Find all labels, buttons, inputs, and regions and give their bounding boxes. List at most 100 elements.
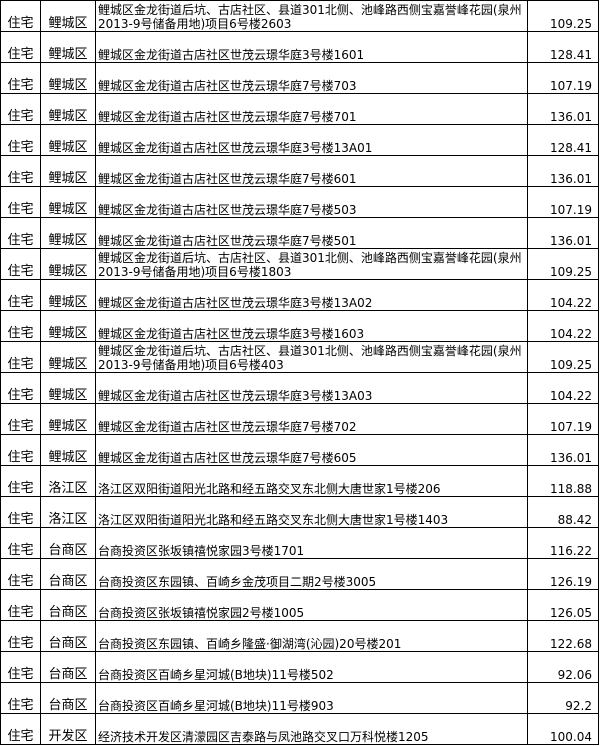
area: 104.22 bbox=[527, 279, 599, 311]
address: 鲤城区金龙街道古店社区世茂云璟华庭3号楼13A01 bbox=[95, 124, 528, 156]
property-type: 住宅 bbox=[0, 31, 41, 63]
area: 109.25 bbox=[527, 248, 599, 280]
address: 鲤城区金龙街道古店社区世茂云璟华庭7号楼702 bbox=[95, 403, 528, 435]
address: 鲤城区金龙街道后坑、古店社区、县道301北侧、池峰路西侧宝嘉誉峰花园(泉州201… bbox=[95, 341, 528, 373]
table-row: 住宅 鲤城区 鲤城区金龙街道古店社区世茂云璟华庭3号楼13A02 104.22 bbox=[0, 279, 599, 311]
property-type: 住宅 bbox=[0, 713, 41, 745]
table-row: 住宅 鲤城区 鲤城区金龙街道古店社区世茂云璟华庭3号楼13A03 104.22 bbox=[0, 372, 599, 404]
table-row: 住宅 鲤城区 鲤城区金龙街道古店社区世茂云璟华庭7号楼703 107.19 bbox=[0, 62, 599, 94]
property-type: 住宅 bbox=[0, 558, 41, 590]
property-type: 住宅 bbox=[0, 403, 41, 435]
address: 台商投资区张坂镇禧悦家园3号楼1701 bbox=[95, 527, 528, 559]
property-type: 住宅 bbox=[0, 93, 41, 125]
district: 鲤城区 bbox=[40, 0, 96, 32]
district: 台商区 bbox=[40, 558, 96, 590]
area: 136.01 bbox=[527, 217, 599, 249]
address: 台商投资区百崎乡星河城(B地块)11号楼903 bbox=[95, 682, 528, 714]
table-row: 住宅 洛江区 洛江区双阳街道阳光北路和经五路交叉东北侧大唐世家1号楼206 118.8… bbox=[0, 465, 599, 497]
area: 107.19 bbox=[527, 62, 599, 94]
address: 经济技术开发区清濛园区吉泰路与凤池路交叉口万科悦楼1205 bbox=[95, 713, 528, 745]
address: 鲤城区金龙街道后坑、古店社区、县道301北侧、池峰路西侧宝嘉誉峰花园(泉州201… bbox=[95, 0, 528, 32]
district: 鲤城区 bbox=[40, 155, 96, 187]
table-row: 住宅 台商区 台商投资区百崎乡星河城(B地块)11号楼502 92.06 bbox=[0, 651, 599, 683]
area: 109.25 bbox=[527, 0, 599, 32]
table-row: 住宅 鲤城区 鲤城区金龙街道后坑、古店社区、县道301北侧、池峰路西侧宝嘉誉峰花园(… bbox=[0, 248, 599, 280]
table-row: 住宅 鲤城区 鲤城区金龙街道古店社区世茂云璟华庭3号楼1601 128.41 bbox=[0, 31, 599, 63]
property-type: 住宅 bbox=[0, 186, 41, 218]
table-row: 住宅 台商区 台商投资区百崎乡星河城(B地块)11号楼903 92.2 bbox=[0, 682, 599, 714]
property-type: 住宅 bbox=[0, 0, 41, 32]
table-row: 住宅 鲤城区 鲤城区金龙街道古店社区世茂云璟华庭7号楼601 136.01 bbox=[0, 155, 599, 187]
table-row: 住宅 鲤城区 鲤城区金龙街道古店社区世茂云璟华庭3号楼13A01 128.41 bbox=[0, 124, 599, 156]
area: 126.19 bbox=[527, 558, 599, 590]
property-type: 住宅 bbox=[0, 620, 41, 652]
area: 104.22 bbox=[527, 372, 599, 404]
district: 台商区 bbox=[40, 620, 96, 652]
area: 118.88 bbox=[527, 465, 599, 497]
property-type: 住宅 bbox=[0, 341, 41, 373]
property-type: 住宅 bbox=[0, 589, 41, 621]
district: 鲤城区 bbox=[40, 310, 96, 342]
address: 鲤城区金龙街道古店社区世茂云璟华庭7号楼601 bbox=[95, 155, 528, 187]
table-row: 住宅 鲤城区 鲤城区金龙街道古店社区世茂云璟华庭7号楼701 136.01 bbox=[0, 93, 599, 125]
address: 洛江区双阳街道阳光北路和经五路交叉东北侧大唐世家1号楼1403 bbox=[95, 496, 528, 528]
property-type: 住宅 bbox=[0, 651, 41, 683]
area: 100.04 bbox=[527, 713, 599, 745]
district: 鲤城区 bbox=[40, 93, 96, 125]
district: 鲤城区 bbox=[40, 279, 96, 311]
district: 开发区 bbox=[40, 713, 96, 745]
area: 122.68 bbox=[527, 620, 599, 652]
property-type: 住宅 bbox=[0, 248, 41, 280]
property-type: 住宅 bbox=[0, 372, 41, 404]
area: 92.2 bbox=[527, 682, 599, 714]
table-row: 住宅 鲤城区 鲤城区金龙街道后坑、古店社区、县道301北侧、池峰路西侧宝嘉誉峰花园(… bbox=[0, 341, 599, 373]
address: 洛江区双阳街道阳光北路和经五路交叉东北侧大唐世家1号楼206 bbox=[95, 465, 528, 497]
table-row: 住宅 鲤城区 鲤城区金龙街道后坑、古店社区、县道301北侧、池峰路西侧宝嘉誉峰花园(… bbox=[0, 0, 599, 32]
property-type: 住宅 bbox=[0, 155, 41, 187]
district: 鲤城区 bbox=[40, 341, 96, 373]
table-row: 住宅 台商区 台商投资区东园镇、百崎乡隆盛·御湖湾(沁园)20号楼201 122.68 bbox=[0, 620, 599, 652]
district: 洛江区 bbox=[40, 496, 96, 528]
district: 台商区 bbox=[40, 651, 96, 683]
property-type: 住宅 bbox=[0, 217, 41, 249]
property-type: 住宅 bbox=[0, 310, 41, 342]
area: 136.01 bbox=[527, 434, 599, 466]
address: 台商投资区东园镇、百崎乡隆盛·御湖湾(沁园)20号楼201 bbox=[95, 620, 528, 652]
table-row: 住宅 鲤城区 鲤城区金龙街道古店社区世茂云璟华庭7号楼503 107.19 bbox=[0, 186, 599, 218]
property-type: 住宅 bbox=[0, 496, 41, 528]
property-type: 住宅 bbox=[0, 434, 41, 466]
table-row: 住宅 洛江区 洛江区双阳街道阳光北路和经五路交叉东北侧大唐世家1号楼1403 88.4… bbox=[0, 496, 599, 528]
area: 128.41 bbox=[527, 31, 599, 63]
address: 鲤城区金龙街道古店社区世茂云璟华庭3号楼13A03 bbox=[95, 372, 528, 404]
address: 鲤城区金龙街道古店社区世茂云璟华庭7号楼605 bbox=[95, 434, 528, 466]
property-type: 住宅 bbox=[0, 62, 41, 94]
area: 107.19 bbox=[527, 186, 599, 218]
district: 鲤城区 bbox=[40, 248, 96, 280]
area: 136.01 bbox=[527, 155, 599, 187]
area: 109.25 bbox=[527, 341, 599, 373]
table-row: 住宅 台商区 台商投资区张坂镇禧悦家园3号楼1701 116.22 bbox=[0, 527, 599, 559]
district: 鲤城区 bbox=[40, 217, 96, 249]
district: 洛江区 bbox=[40, 465, 96, 497]
address: 鲤城区金龙街道古店社区世茂云璟华庭7号楼703 bbox=[95, 62, 528, 94]
address: 鲤城区金龙街道古店社区世茂云璟华庭7号楼503 bbox=[95, 186, 528, 218]
address: 台商投资区百崎乡星河城(B地块)11号楼502 bbox=[95, 651, 528, 683]
property-type: 住宅 bbox=[0, 279, 41, 311]
address: 台商投资区张坂镇禧悦家园2号楼1005 bbox=[95, 589, 528, 621]
address: 鲤城区金龙街道古店社区世茂云璟华庭3号楼1603 bbox=[95, 310, 528, 342]
table-row: 住宅 鲤城区 鲤城区金龙街道古店社区世茂云璟华庭7号楼702 107.19 bbox=[0, 403, 599, 435]
area: 136.01 bbox=[527, 93, 599, 125]
address: 鲤城区金龙街道古店社区世茂云璟华庭7号楼501 bbox=[95, 217, 528, 249]
district: 台商区 bbox=[40, 682, 96, 714]
table-row: 住宅 台商区 台商投资区张坂镇禧悦家园2号楼1005 126.05 bbox=[0, 589, 599, 621]
table-row: 住宅 鲤城区 鲤城区金龙街道古店社区世茂云璟华庭7号楼501 136.01 bbox=[0, 217, 599, 249]
district: 台商区 bbox=[40, 589, 96, 621]
area: 107.19 bbox=[527, 403, 599, 435]
district: 鲤城区 bbox=[40, 31, 96, 63]
district: 台商区 bbox=[40, 527, 96, 559]
address: 鲤城区金龙街道古店社区世茂云璟华庭3号楼13A02 bbox=[95, 279, 528, 311]
district: 鲤城区 bbox=[40, 372, 96, 404]
table-row: 住宅 鲤城区 鲤城区金龙街道古店社区世茂云璟华庭3号楼1603 104.22 bbox=[0, 310, 599, 342]
